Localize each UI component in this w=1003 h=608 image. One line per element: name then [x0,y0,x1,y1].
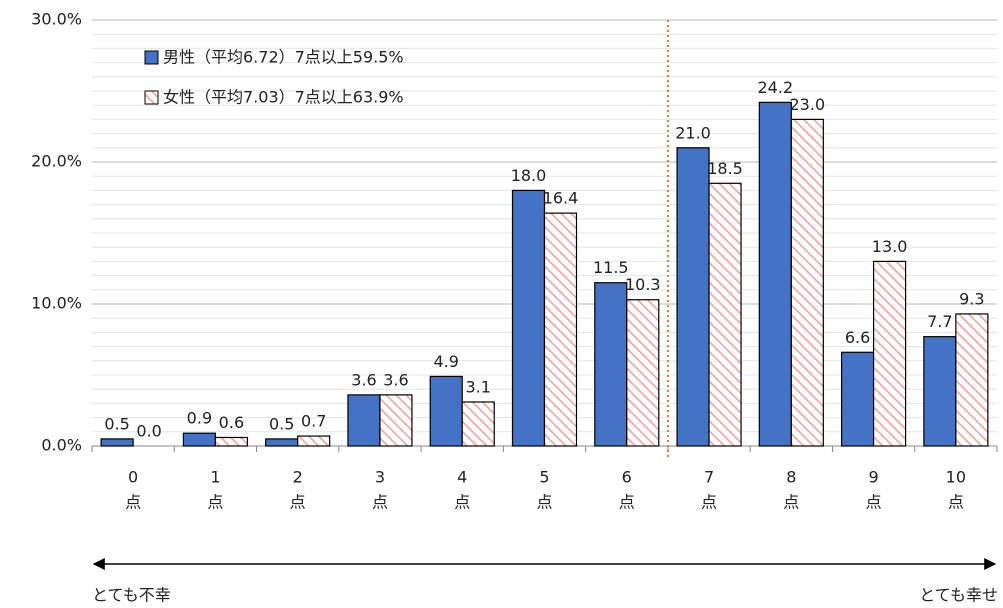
legend-swatch [144,50,159,65]
x-tick-label: 6 [622,468,632,487]
bar [543,212,578,447]
x-unit-label: 点 [866,493,882,512]
bar [594,282,628,447]
x-tick-label: 3 [375,468,385,487]
value-label: 9.3 [959,289,984,308]
bar [100,438,134,447]
value-label: 18.0 [511,166,547,185]
x-unit-label: 点 [536,493,552,512]
value-label: 4.9 [434,352,459,371]
x-tick-label: 1 [210,468,220,487]
value-label: 10.3 [625,275,661,294]
bar [708,182,742,447]
bar [955,313,989,447]
arrow-right-label: とても幸せ [919,586,998,605]
x-tick-label: 7 [704,468,714,487]
legend-swatch [144,90,159,105]
y-tick-label: 10.0% [31,294,82,313]
x-unit-label: 点 [701,493,717,512]
x-unit-label: 点 [619,493,635,512]
x-unit-label: 点 [372,493,388,512]
bar [297,435,331,447]
bar [265,438,299,447]
value-label: 16.4 [543,189,579,208]
x-tick-label: 5 [539,468,549,487]
value-label: 18.5 [707,159,743,178]
value-label: 0.5 [269,414,294,433]
value-label: 21.0 [675,123,711,142]
value-label: 0.6 [219,413,244,432]
value-label: 24.2 [758,78,794,97]
y-tick-label: 20.0% [31,152,82,171]
bar [872,260,907,447]
bar [347,394,381,447]
value-label: 7.7 [927,312,952,331]
x-tick-label: 4 [457,468,467,487]
bar [790,118,824,447]
x-unit-label: 点 [948,493,964,512]
y-tick-label: 0.0% [41,436,82,455]
x-unit-label: 点 [290,493,306,512]
value-label: 13.0 [872,237,908,256]
value-label: 11.5 [593,258,629,277]
value-label: 3.6 [383,370,408,389]
value-label: 0.7 [301,412,326,431]
value-label: 0.5 [104,414,129,433]
bar [923,336,957,447]
bar [511,189,546,447]
value-label: 0.0 [136,422,161,441]
x-unit-label: 点 [207,493,223,512]
bar [379,394,413,447]
bar [429,375,463,447]
value-label: 3.1 [466,377,491,396]
x-unit-label: 点 [783,493,799,512]
bar [840,351,875,447]
bar [214,436,249,447]
x-tick-label: 8 [786,468,796,487]
legend-label: 男性（平均6.72）7点以上59.5% [163,48,404,67]
x-unit-label: 点 [125,493,141,512]
value-label: 6.6 [845,328,870,347]
x-unit-label: 点 [454,493,470,512]
x-tick-label: 9 [868,468,878,487]
bar [758,101,792,447]
legend-label: 女性（平均7.03）7点以上63.9% [163,88,404,107]
arrow-left-label: とても不幸 [92,586,171,605]
x-tick-label: 2 [293,468,303,487]
bar [676,147,710,447]
value-label: 23.0 [790,95,826,114]
value-label: 3.6 [351,370,376,389]
y-tick-label: 30.0% [31,10,82,29]
x-tick-label: 0 [128,468,138,487]
value-label: 0.9 [187,409,212,428]
bar [626,299,660,447]
x-tick-label: 10 [946,468,966,487]
bar [461,401,495,447]
bar [182,432,217,447]
